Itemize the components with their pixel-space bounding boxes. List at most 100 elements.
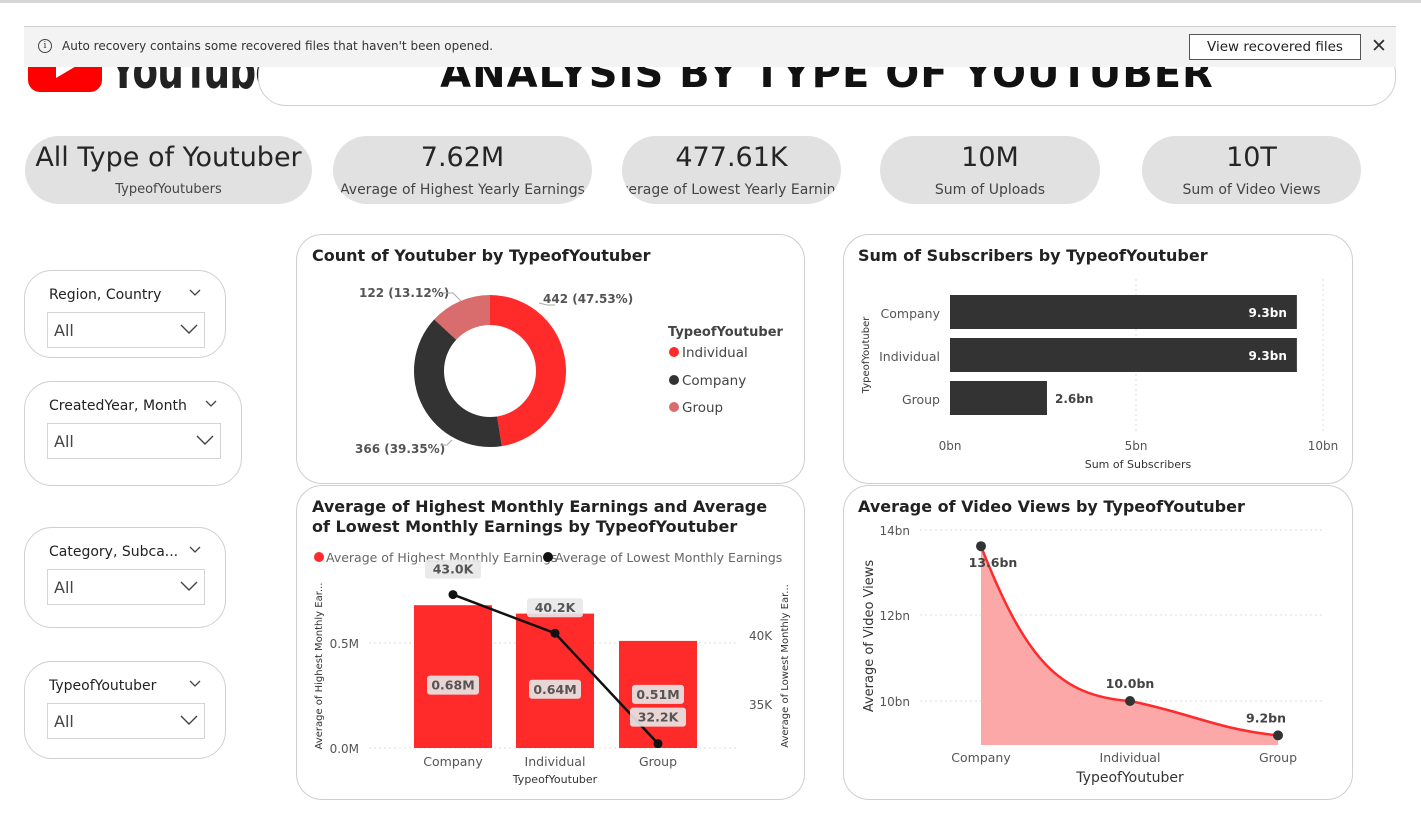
kpi-sum-uploads: 10M Sum of Uploads [880, 136, 1100, 204]
kpi-avg-highest-yearly: 7.62M Average of Highest Yearly Earnings [333, 136, 592, 204]
y-axis-title: Average of Video Views [862, 560, 877, 713]
chevron-down-icon[interactable] [189, 287, 201, 299]
kpi-type-of-youtuber: All Type of Youtuber TypeofYoutubers [25, 136, 312, 204]
data-label: 32.2K [638, 710, 680, 725]
category-label: Company [951, 750, 1011, 765]
data-label: 366 (39.35%) [355, 442, 445, 456]
area-point[interactable] [1125, 696, 1135, 706]
tick-label: 40K [749, 629, 773, 643]
chart-title: Sum of Subscribers by TypeofYoutuber [858, 246, 1208, 265]
data-label-bg [632, 684, 684, 704]
data-label-bg [527, 598, 583, 618]
bar-group[interactable] [950, 381, 1047, 415]
line-point[interactable] [448, 590, 458, 600]
kpi-label: Sum of Video Views [1182, 182, 1321, 198]
x-axis-title: Sum of Subscribers [1085, 458, 1192, 471]
recovery-infobar: i Auto recovery contains some recovered … [24, 26, 1396, 67]
line-point[interactable] [550, 628, 560, 638]
kpi-value: All Type of Youtuber [35, 142, 302, 173]
chart-title: Average of Video Views by TypeofYoutuber [858, 497, 1245, 516]
slicer-category-subcategory: Category, Subca... All [24, 527, 226, 628]
y-axis-title: TypeofYoutuber [861, 316, 872, 395]
slicer-region-country: Region, Country All [24, 270, 226, 358]
data-label: 0.64M [533, 682, 576, 697]
legend-marker [669, 347, 679, 357]
tick-label: 5bn [1125, 439, 1148, 453]
tick-label: 0.5M [330, 637, 359, 651]
tick-label: 0.0M [330, 742, 359, 756]
bar-company[interactable] [950, 295, 1297, 329]
area-line [979, 545, 1279, 737]
data-label: 9.2bn [1246, 710, 1286, 725]
donut-slice-group[interactable] [434, 295, 490, 340]
category-label: Group [902, 392, 940, 407]
slicer-value: All [54, 432, 74, 451]
donut-slice-company[interactable] [414, 319, 502, 447]
legend-item: Average of Lowest Monthly Earnings [555, 550, 782, 565]
chart-title: Average of Highest Monthly Earnings and … [312, 497, 768, 536]
x-axis-title: TypeofYoutuber [512, 773, 598, 786]
data-label: 2.6bn [1055, 392, 1093, 406]
slicer-dropdown[interactable]: All [47, 312, 205, 348]
view-recovered-files-button[interactable]: View recovered files [1189, 34, 1361, 60]
data-label: 9.3bn [1248, 306, 1286, 320]
slicer-value: All [54, 321, 74, 340]
chevron-down-icon[interactable] [189, 544, 201, 556]
tick-label: 12bn [880, 609, 911, 623]
chevron-down-icon[interactable] [205, 398, 217, 410]
top-border [0, 0, 1421, 3]
donut-chart: 442 (47.53%) 366 (39.35%) 122 (13.12%) T… [355, 286, 784, 456]
bar-individual[interactable] [950, 338, 1297, 372]
chevron-down-icon[interactable] [189, 678, 201, 690]
kpi-sum-video-views: 10T Sum of Video Views [1142, 136, 1361, 204]
dropdown-chevron-icon [196, 435, 214, 445]
legend-item: Individual [682, 345, 748, 361]
y-axis-title-left: Average of Highest Monthly Ear... [314, 583, 325, 750]
kpi-value: 477.61K [675, 142, 788, 173]
legend-item: Average of Highest Monthly Earnings [326, 550, 557, 565]
slicer-dropdown[interactable]: All [47, 703, 205, 739]
recovery-message: Auto recovery contains some recovered fi… [62, 39, 494, 53]
earnings-combo-chart: Average of Highest Monthly Earnings Aver… [314, 550, 791, 786]
data-label: 442 (47.53%) [543, 292, 633, 306]
x-axis-title: TypeofYoutuber [1075, 770, 1184, 786]
kpi-avg-lowest-yearly: 477.61K Average of Lowest Yearly Earning… [622, 136, 841, 204]
kpi-value: 10M [961, 142, 1019, 173]
tick-label: 14bn [880, 524, 911, 538]
legend-title: TypeofYoutuber [668, 325, 784, 340]
close-icon[interactable]: ✕ [1371, 35, 1387, 57]
slicer-created-year-month: CreatedYear, Month All [24, 381, 242, 486]
kpi-label: TypeofYoutubers [115, 182, 222, 197]
data-label-bg [425, 559, 481, 579]
data-label-bg [630, 707, 686, 727]
data-label: 9.3bn [1248, 349, 1286, 363]
slicer-dropdown[interactable]: All [47, 569, 205, 605]
category-label: Group [1259, 750, 1297, 765]
line-point[interactable] [653, 739, 663, 749]
donut-chart-card: Count of Youtuber by TypeofYoutuber 442 … [296, 234, 805, 484]
legend-marker [669, 402, 679, 412]
kpi-value: 7.62M [420, 142, 505, 173]
dropdown-chevron-icon [180, 324, 198, 334]
dropdown-chevron-icon [180, 715, 198, 725]
slicer-dropdown[interactable]: All [47, 423, 221, 459]
tick-label: 0bn [939, 439, 962, 453]
category-label: Company [881, 306, 941, 321]
info-icon: i [38, 39, 52, 53]
slicer-title: CreatedYear, Month [49, 398, 187, 414]
dropdown-chevron-icon [180, 581, 198, 591]
kpi-value: 10T [1226, 142, 1277, 173]
slicer-value: All [54, 712, 74, 731]
donut-slice-individual[interactable] [490, 295, 566, 447]
tick-label: 35K [749, 698, 773, 712]
data-label-bg [427, 675, 479, 695]
y-axis-title-right: Average of Lowest Monthly Ear... [780, 584, 791, 748]
area-point[interactable] [1273, 730, 1283, 741]
slicer-value: All [54, 578, 74, 597]
kpi-label: Average of Lowest Yearly Earnings [622, 182, 841, 198]
data-label-bg [529, 679, 581, 699]
data-label: 43.0K [433, 562, 475, 577]
slicer-title: TypeofYoutuber [49, 678, 157, 694]
area-point[interactable] [976, 541, 986, 552]
category-label: Company [423, 754, 483, 769]
